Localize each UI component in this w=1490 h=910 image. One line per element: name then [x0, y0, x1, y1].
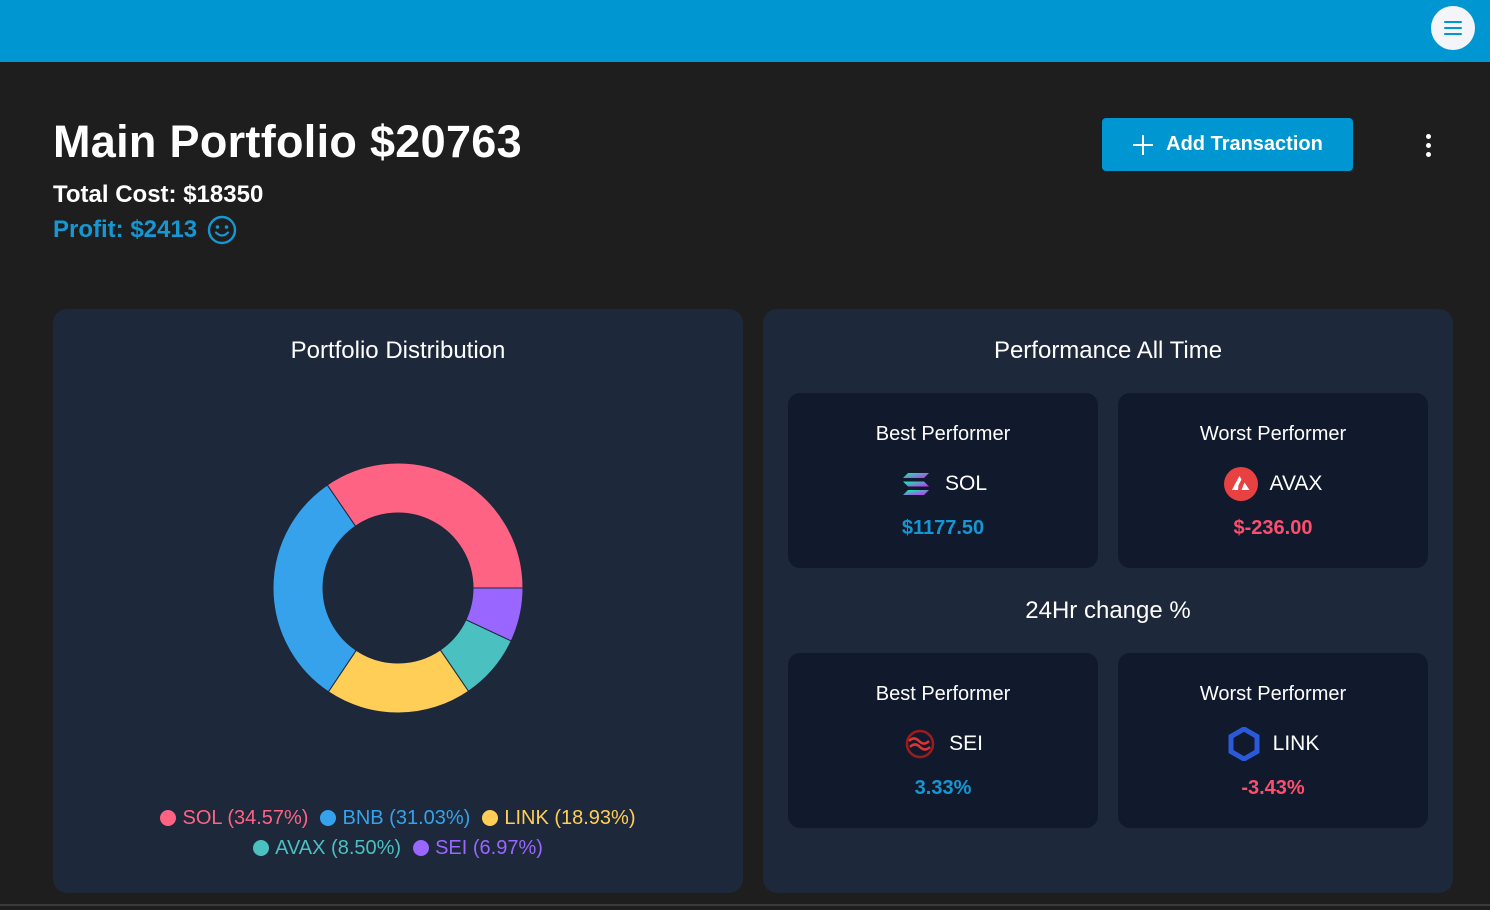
legend-label: SEI (6.97%)	[435, 837, 543, 859]
more-vertical-icon	[1425, 133, 1431, 157]
sei-icon	[903, 727, 937, 761]
profit-text: Profit: $2413	[53, 216, 198, 243]
distribution-donut-chart	[272, 462, 524, 714]
legend-dot	[413, 840, 430, 856]
page-title: Main Portfolio $20763	[53, 116, 522, 167]
coin-row: SEI	[788, 727, 1098, 761]
legend-item-link[interactable]: LINK (18.93%)	[482, 803, 636, 833]
coin-name: LINK	[1272, 732, 1320, 755]
top-app-bar	[0, 0, 1490, 62]
performer-value: 3.33%	[914, 777, 972, 799]
coin-name: AVAX	[1269, 472, 1323, 495]
performer-value: $-236.00	[1233, 517, 1313, 539]
24h-best-performer-card: Best Performer SEI 3.33%	[788, 653, 1098, 828]
distribution-title: Portfolio Distribution	[290, 337, 506, 364]
donut-slice-sol[interactable]	[326, 462, 524, 589]
plus-icon	[1133, 134, 1154, 155]
24h-worst-performer-card: Worst Performer LINK -3.43%	[1118, 653, 1428, 828]
solana-icon	[899, 467, 933, 501]
coin-row: AVAX	[1118, 467, 1428, 501]
legend-dot	[253, 840, 270, 856]
coin-name: SEI	[949, 732, 983, 755]
add-transaction-button[interactable]: Add Transaction	[1102, 118, 1353, 171]
legend-label: BNB (31.03%)	[342, 807, 471, 829]
add-transaction-label: Add Transaction	[1166, 133, 1323, 155]
change-24h-title: 24Hr change %	[1025, 597, 1191, 624]
worst-performer-label: Worst Performer	[1199, 683, 1347, 705]
donut-slice-bnb[interactable]	[272, 484, 357, 693]
best-performer-label: Best Performer	[875, 683, 1011, 705]
coin-name: SOL	[944, 472, 988, 495]
legend-label: LINK (18.93%)	[504, 807, 636, 829]
legend-item-sei[interactable]: SEI (6.97%)	[413, 833, 543, 863]
smiley-icon	[207, 215, 237, 245]
legend-item-avax[interactable]: AVAX (8.50%)	[253, 833, 401, 863]
more-options-button[interactable]	[1414, 128, 1442, 162]
coin-row: SOL	[788, 467, 1098, 501]
divider	[0, 904, 1490, 906]
performer-value: $1177.50	[901, 517, 985, 539]
performance-title: Performance All Time	[993, 337, 1223, 364]
performance-card: Performance All Time Best Performer SOL …	[763, 309, 1453, 893]
legend-item-sol[interactable]: SOL (34.57%)	[160, 803, 308, 833]
avalanche-icon	[1223, 467, 1258, 501]
legend-label: SOL (34.57%)	[182, 807, 309, 829]
legend-dot	[160, 810, 177, 826]
portfolio-distribution-card: Portfolio Distribution SOL (34.57%) BNB …	[53, 309, 743, 893]
coin-row: LINK	[1118, 727, 1428, 761]
hamburger-icon	[1444, 21, 1462, 35]
menu-button[interactable]	[1431, 6, 1475, 50]
legend-item-bnb[interactable]: BNB (31.03%)	[320, 803, 470, 833]
legend-dot	[320, 810, 337, 826]
legend-dot	[482, 810, 499, 826]
worst-performer-label: Worst Performer	[1199, 423, 1347, 445]
alltime-best-performer-card: Best Performer SOL $1177.50	[788, 393, 1098, 568]
total-cost: Total Cost: $18350	[53, 181, 264, 208]
alltime-worst-performer-card: Worst Performer AVAX $-236.00	[1118, 393, 1428, 568]
best-performer-label: Best Performer	[875, 423, 1011, 445]
profit-row: Profit: $2413	[53, 215, 237, 245]
performer-value: -3.43%	[1241, 777, 1305, 799]
chart-legend: SOL (34.57%) BNB (31.03%) LINK (18.93%) …	[53, 803, 743, 863]
legend-label: AVAX (8.50%)	[275, 837, 402, 859]
chainlink-icon	[1227, 727, 1261, 761]
